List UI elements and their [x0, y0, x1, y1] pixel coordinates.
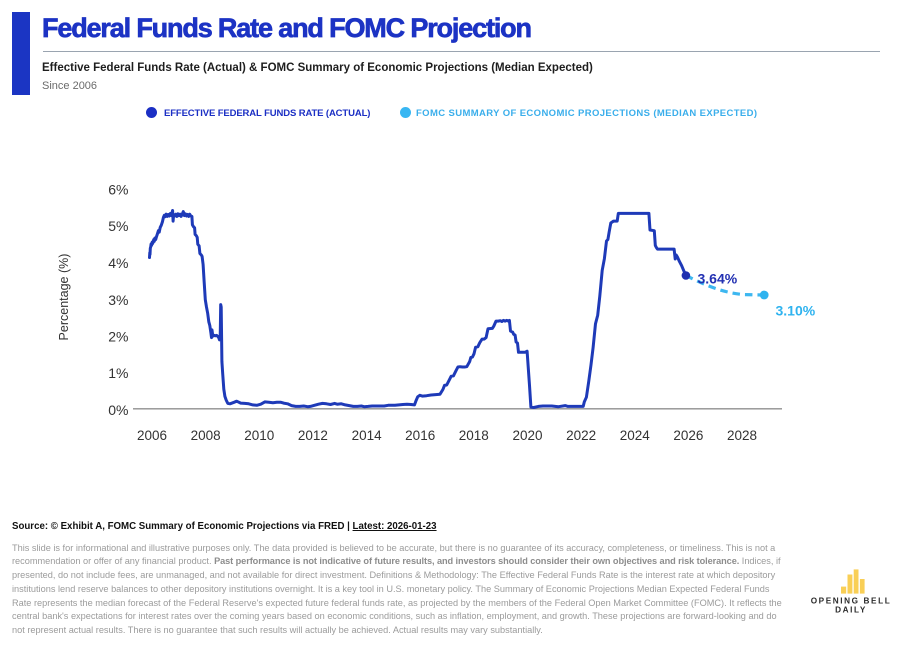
- svg-text:2006: 2006: [137, 428, 167, 443]
- svg-text:2022: 2022: [566, 428, 596, 443]
- svg-text:2016: 2016: [405, 428, 435, 443]
- svg-text:2008: 2008: [191, 428, 221, 443]
- svg-text:3.64%: 3.64%: [698, 270, 738, 286]
- svg-text:DAILY: DAILY: [835, 606, 867, 615]
- svg-text:2020: 2020: [512, 428, 542, 443]
- svg-text:OPENING BELL: OPENING BELL: [811, 597, 892, 606]
- svg-text:1%: 1%: [108, 365, 128, 381]
- svg-text:4%: 4%: [108, 255, 128, 271]
- svg-text:2%: 2%: [108, 329, 128, 345]
- svg-text:3.10%: 3.10%: [776, 302, 816, 318]
- svg-text:5%: 5%: [108, 218, 128, 234]
- svg-text:3%: 3%: [108, 292, 128, 308]
- svg-text:6%: 6%: [108, 181, 128, 197]
- svg-text:2026: 2026: [673, 428, 703, 443]
- svg-text:2012: 2012: [298, 428, 328, 443]
- svg-text:Percentage (%): Percentage (%): [57, 254, 71, 341]
- svg-text:2018: 2018: [459, 428, 489, 443]
- svg-text:2028: 2028: [727, 428, 757, 443]
- svg-text:2024: 2024: [620, 428, 651, 443]
- svg-text:2010: 2010: [244, 428, 274, 443]
- svg-text:0%: 0%: [108, 402, 128, 418]
- svg-text:2014: 2014: [352, 428, 383, 443]
